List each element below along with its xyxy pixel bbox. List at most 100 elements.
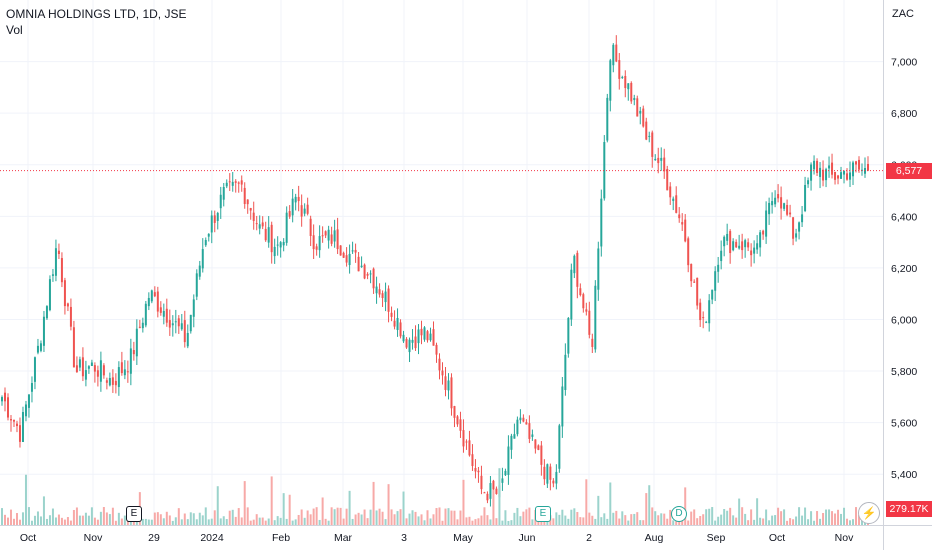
candle-body xyxy=(690,264,693,282)
candle-body xyxy=(840,172,843,179)
volume-bar xyxy=(231,509,234,525)
candle-body xyxy=(546,464,549,484)
volume-bar xyxy=(357,512,360,525)
y-tick-label: 5,600 xyxy=(891,418,917,430)
candle-body xyxy=(582,294,585,309)
volume-bar xyxy=(636,512,639,525)
volume-bar xyxy=(300,509,303,525)
volume-bar xyxy=(615,510,618,525)
candle-body xyxy=(822,169,825,181)
volume-bar xyxy=(183,513,186,525)
candle-body xyxy=(390,312,393,317)
candle-body xyxy=(378,289,381,295)
volume-bar xyxy=(3,514,6,525)
volume-bar xyxy=(6,517,9,525)
volume-bar xyxy=(528,507,531,525)
candle-body xyxy=(429,333,432,341)
x-tick-label: Feb xyxy=(272,532,290,544)
candle-body xyxy=(45,306,48,319)
candle-body xyxy=(261,222,264,227)
candle-body xyxy=(180,323,183,330)
x-tick-label: Oct xyxy=(769,532,785,544)
candle-body xyxy=(504,470,507,476)
candle-body xyxy=(48,279,51,311)
earnings-marker[interactable]: E xyxy=(535,506,551,522)
volume-bar xyxy=(498,468,501,525)
candle-body xyxy=(174,321,177,323)
volume-bar xyxy=(321,497,324,525)
volume-bar xyxy=(345,508,348,525)
volume-bar xyxy=(159,514,162,525)
volume-bar xyxy=(21,512,24,525)
candle-body xyxy=(639,110,642,114)
volume-bar xyxy=(219,518,222,525)
candle-body xyxy=(705,321,708,323)
candle-body xyxy=(423,327,426,340)
volume-bar xyxy=(414,511,417,525)
volume-bar xyxy=(777,507,780,525)
volume-bar xyxy=(702,514,705,525)
candle-body xyxy=(195,273,198,297)
candle-body xyxy=(687,238,690,266)
candle-body xyxy=(387,288,390,312)
candle-body xyxy=(660,157,663,161)
candle-body xyxy=(405,338,408,348)
candle-body xyxy=(96,370,99,377)
candle-body xyxy=(765,210,768,237)
candle-body xyxy=(684,219,687,242)
volume-bar xyxy=(30,520,33,525)
candle-body xyxy=(762,230,765,235)
candle-body xyxy=(738,245,741,249)
volume-bar xyxy=(453,510,456,525)
volume-bar xyxy=(576,511,579,525)
flash-icon[interactable]: ⚡ xyxy=(858,502,880,524)
candle-body xyxy=(831,162,834,175)
candle-body xyxy=(576,252,579,287)
volume-bar xyxy=(714,520,717,525)
x-tick-label: Nov xyxy=(835,532,854,544)
volume-bar xyxy=(795,516,798,525)
candle-body xyxy=(771,201,774,206)
volume-bar xyxy=(432,514,435,525)
candle-body xyxy=(162,310,165,317)
volume-bar xyxy=(483,507,486,525)
volume-bar xyxy=(738,498,741,525)
volume-bar xyxy=(45,518,48,525)
candle-body xyxy=(477,470,480,473)
volume-bar xyxy=(420,514,423,525)
candle-body xyxy=(525,422,528,425)
volume-bar xyxy=(720,514,723,525)
earnings-marker[interactable]: E xyxy=(126,506,142,522)
volume-bar xyxy=(660,513,663,525)
candle-body xyxy=(432,329,435,346)
candle-body xyxy=(516,419,519,435)
volume-bar xyxy=(477,518,480,525)
candle-body xyxy=(426,331,429,341)
candle-body xyxy=(789,212,792,215)
currency-label[interactable]: ZAC xyxy=(892,8,914,20)
volume-bar xyxy=(585,479,588,525)
candle-body xyxy=(78,359,81,368)
volume-bar xyxy=(552,518,555,525)
candle-body xyxy=(648,135,651,137)
volume-bar xyxy=(855,507,858,525)
candle-body xyxy=(105,380,108,383)
candle-body xyxy=(510,435,513,450)
candle-body xyxy=(744,240,747,248)
volume-bar xyxy=(765,509,768,525)
volume-bar xyxy=(141,518,144,525)
candle-body xyxy=(99,360,102,382)
candle-body xyxy=(732,241,735,251)
candle-body xyxy=(579,288,582,296)
candle-body xyxy=(672,198,675,201)
volume-bar xyxy=(540,520,543,525)
candle-body xyxy=(552,480,555,484)
volume-bar xyxy=(597,495,600,525)
volume-bar xyxy=(147,519,150,525)
volume-bar xyxy=(57,514,60,525)
volume-bar xyxy=(111,507,114,525)
dividend-marker[interactable]: D xyxy=(671,506,687,522)
volume-bar xyxy=(672,520,675,525)
x-tick-label: Aug xyxy=(645,532,664,544)
